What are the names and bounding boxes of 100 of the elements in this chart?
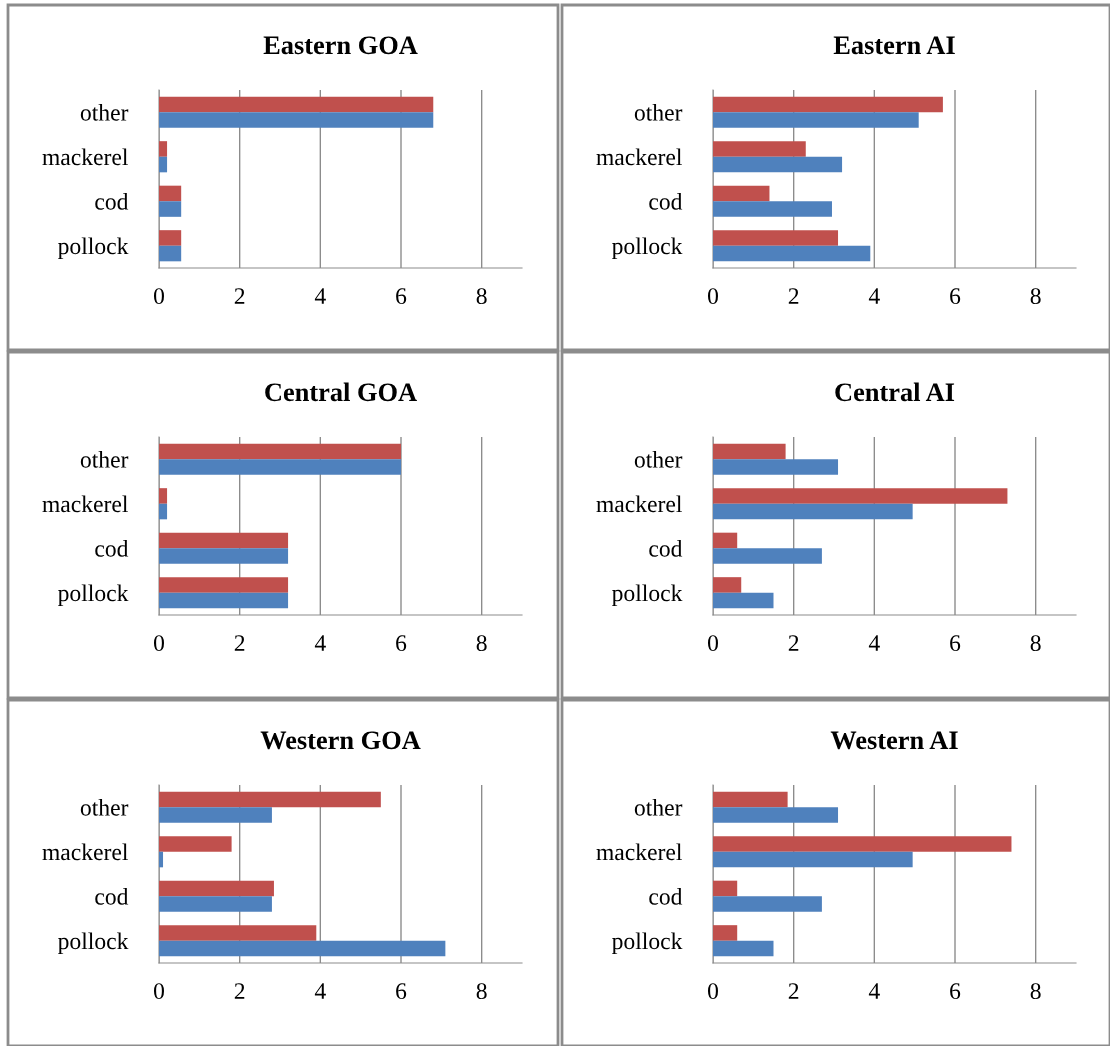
x-tick-label: 4 [314,983,326,999]
x-tick-label: 0 [154,983,164,1000]
bar [159,459,401,475]
bar [713,532,738,549]
bar [713,459,839,475]
bar [713,185,770,202]
y-tick-label: mackerel [42,495,128,513]
x-tick-label: 8 [476,635,487,652]
bar [159,96,434,113]
x-tick-label: 0 [708,635,718,652]
bar [159,880,274,897]
x-tick-label: 4 [314,288,326,304]
bar [159,836,232,852]
bar [159,791,381,808]
x-tick-label: 2 [788,635,799,651]
bar [713,807,839,823]
y-tick-label: cod [95,540,129,557]
y-tick-label: other [80,799,129,816]
bar [713,230,839,246]
bar [159,896,272,912]
y-tick-label: cod [95,888,129,905]
y-tick-label: cod [649,540,683,557]
bar [159,548,289,564]
x-tick-label: 2 [234,635,245,651]
bar [713,503,913,520]
x-tick-label: 8 [476,983,487,1000]
y-tick-label: other [80,451,129,468]
bar [159,443,401,460]
bar [713,548,822,564]
bar [159,940,446,957]
bar [713,925,738,941]
x-tick-label: 6 [950,635,961,652]
chart-title: Western GOA [260,731,421,750]
bar [159,112,434,128]
chart-title: Eastern GOA [263,36,418,55]
x-tick-label: 6 [950,983,961,1000]
chart-title: Central GOA [265,382,417,402]
bar [159,185,182,202]
x-tick-label: 2 [234,288,245,304]
bar [159,532,289,549]
bar [713,592,774,609]
bar [159,230,182,246]
x-tick-label: 2 [788,288,799,304]
y-tick-label: mackerel [42,843,128,861]
bar [159,503,168,520]
y-tick-label: pollock [58,237,129,259]
chart-title: Western AI [830,731,958,750]
bar [713,896,822,912]
y-tick-label: other [634,799,683,816]
x-tick-label: 0 [708,288,718,305]
x-tick-label: 6 [396,983,407,1000]
y-tick-label: pollock [58,932,129,954]
bar [159,156,168,173]
bar [713,156,843,173]
x-tick-label: 0 [154,635,164,652]
x-tick-label: 6 [396,635,407,652]
bar [713,141,806,157]
y-tick-label: mackerel [42,148,128,166]
x-tick-label: 2 [788,983,799,999]
bar [159,201,182,217]
bar [713,880,738,897]
y-tick-label: other [634,451,683,468]
y-tick-label: mackerel [596,495,682,513]
x-tick-label: 8 [1030,288,1041,305]
y-tick-label: pollock [612,584,683,606]
x-tick-label: 4 [868,288,880,304]
x-tick-label: 8 [1030,983,1041,1000]
bar [713,488,1008,504]
bar [159,592,289,609]
bar [159,141,168,157]
chart-title: Central AI [835,382,955,402]
chart-title: Eastern AI [833,36,955,55]
y-tick-label: cod [649,193,683,210]
bar [713,443,786,460]
x-tick-label: 8 [1030,635,1041,652]
x-tick-label: 8 [476,288,487,305]
bar [713,96,943,113]
bar [713,201,832,217]
x-tick-label: 4 [314,635,326,651]
y-tick-label: pollock [612,237,683,259]
bar [713,112,919,128]
bar [159,925,317,941]
bar [713,851,913,868]
bar [713,836,1012,852]
bar [713,940,774,957]
y-tick-label: pollock [612,932,683,954]
x-tick-label: 0 [154,288,164,305]
x-tick-label: 2 [234,983,245,999]
bar [159,488,168,504]
x-tick-label: 6 [950,288,961,305]
bar [159,245,182,262]
x-tick-label: 0 [708,983,718,1000]
bar [713,577,742,593]
x-tick-label: 4 [868,983,880,999]
x-tick-label: 6 [396,288,407,305]
y-tick-label: mackerel [596,148,682,166]
bar [713,245,871,262]
y-tick-label: cod [649,888,683,905]
x-tick-label: 4 [868,635,880,651]
bar [159,851,164,868]
